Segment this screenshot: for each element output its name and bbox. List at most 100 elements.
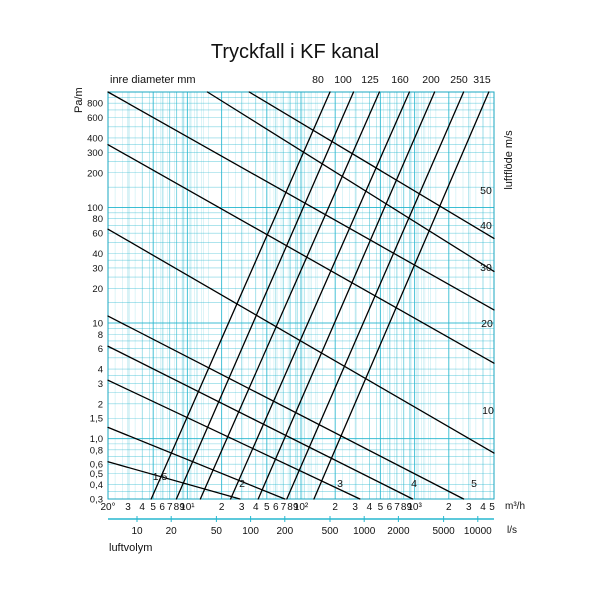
y-tick-label: 40 [92,249,103,260]
x-tick-label-m3h: 5 [264,502,270,513]
x-tick-label-ls: 50 [211,526,223,537]
velocity-line-10 [107,228,495,454]
y-tick-label: 2 [98,399,103,410]
x-tick-label-m3h: 7 [167,502,173,513]
y-tick-label: 800 [87,99,103,110]
x-tick-label-m3h: 5 [378,502,384,513]
x-tick-label-m3h: 4 [480,502,486,513]
velocity-label-10: 10 [482,405,494,417]
x-tick-label-m3h: 3 [466,502,472,513]
y-tick-label: 4 [98,365,103,376]
x-tick-label-m3h: 5 [150,502,156,513]
velocity-line-3 [107,379,361,500]
diameter-label-100: 100 [334,74,352,86]
diameter-label-125: 125 [361,74,379,86]
velocity-line-5 [107,315,465,500]
y-tick-label: 300 [87,148,103,159]
diameter-label-80: 80 [312,74,324,86]
y-tick-label: 80 [92,214,103,225]
x-tick-label-m3h: 4 [253,502,259,513]
diameter-line-80 [150,91,331,500]
y-tick-label: 10 [92,319,103,330]
y-tick-label: 200 [87,168,103,179]
x-tick-label-m3h: 9 [407,502,413,513]
x-tick-label-m3h: 2 [332,502,338,513]
velocity-label-1-5: 1,5 [153,471,168,483]
x-tick-label-m3h: 10¹ [180,502,195,513]
velocity-line-30 [107,91,495,311]
x-tick-label-ls: 10000 [464,526,492,537]
velocity-line-2 [107,426,286,500]
x-tick-label-m3h: 9 [293,502,299,513]
chart-axes: 0,30,40,50,60,81,01,52346810203040608010… [87,99,495,537]
x-tick-label-ls: 1000 [353,526,376,537]
diameter-line-200 [257,91,436,500]
y-tick-label: 1,0 [90,434,103,445]
y-tick-label: 600 [87,113,103,124]
y-tick-label: 0,8 [90,445,103,456]
chart-grid [107,91,495,500]
x-tick-label-m3h: 3 [125,502,131,513]
x-tick-label-m3h: 6 [273,502,279,513]
x-tick-label-m3h: 5 [489,502,495,513]
diameter-line-125 [199,91,381,500]
chart-title: Tryckfall i KF kanal [211,41,379,63]
velocity-line-20 [107,144,495,364]
diameter-label-200: 200 [422,74,440,86]
x-unit-m3h: m³/h [505,501,525,512]
y-tick-label: 0,6 [90,460,103,471]
x-tick-label-ls: 5000 [432,526,455,537]
velocity-label-4: 4 [411,478,417,490]
velocity-label-20: 20 [481,318,493,330]
y-tick-label: 3 [98,379,103,390]
y-tick-label: 0,4 [90,480,103,491]
x-tick-label-m3h: 20° [100,502,115,513]
chart-lines [107,91,495,500]
velocity-label-40: 40 [480,220,492,232]
velocity-label-50: 50 [480,185,492,197]
x-tick-label-m3h: 9 [179,502,185,513]
x-tick-label-m3h: 10² [294,502,309,513]
velocity-axis-label: luftflöde m/s [503,130,515,190]
velocity-line-40 [206,91,495,273]
y-tick-label: 20 [92,284,103,295]
x-tick-label-m3h: 10³ [407,502,422,513]
x-tick-label-ls: 10 [131,526,143,537]
x-tick-label-m3h: 7 [394,502,400,513]
y-tick-label: 400 [87,134,103,145]
velocity-label-5: 5 [471,478,477,490]
x-tick-label-m3h: 4 [139,502,145,513]
velocity-line-1-5 [107,461,241,500]
x-tick-label-m3h: 3 [239,502,245,513]
x-tick-label-ls: 2000 [387,526,410,537]
y-tick-label: 60 [92,229,103,240]
x-tick-label-ls: 100 [242,526,259,537]
diameter-line-100 [175,91,355,500]
diameter-label-160: 160 [391,74,409,86]
velocity-label-30: 30 [480,262,492,274]
x-unit-ls: l/s [507,525,517,536]
y-tick-label: 8 [98,330,103,341]
diameter-line-160 [229,91,411,500]
velocity-label-3: 3 [337,478,343,490]
x-tick-label-m3h: 6 [159,502,165,513]
chart-series-labels: 80 100 125 160 200 250 315 1,5 2 3 4 5 10 20 30 40 50 [153,74,494,490]
y-tick-label: 0,5 [90,469,103,480]
x-tick-label-m3h: 6 [387,502,393,513]
x-tick-label-m3h: 8 [401,502,407,513]
x-tick-label-ls: 200 [276,526,293,537]
diameter-label-315: 315 [473,74,491,86]
x-tick-label-ls: 500 [322,526,339,537]
y-tick-label: 0,3 [90,495,103,506]
velocity-label-2: 2 [239,478,245,490]
x-tick-label-m3h: 4 [367,502,373,513]
diameter-label-250: 250 [450,74,468,86]
x-tick-label-m3h: 2 [446,502,452,513]
x-tick-label-m3h: 8 [174,502,180,513]
x-tick-label-ls: 20 [166,526,178,537]
x-axis-label: luftvolym [109,542,152,554]
diameter-axis-label: inre diameter mm [110,74,196,86]
diameter-line-315 [313,91,490,500]
y-axis-label: Pa/m [73,87,85,113]
